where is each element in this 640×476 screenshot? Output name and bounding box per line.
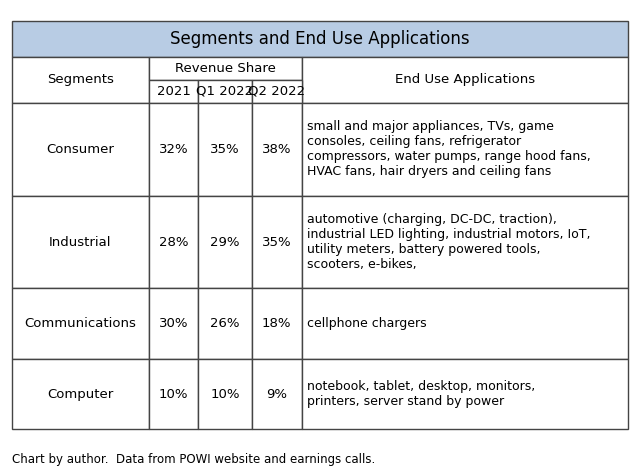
Text: automotive (charging, DC-DC, traction),
industrial LED lighting, industrial moto: automotive (charging, DC-DC, traction), … [307,213,591,271]
Text: Industrial: Industrial [49,236,111,248]
Text: small and major appliances, TVs, game
consoles, ceiling fans, refrigerator
compr: small and major appliances, TVs, game co… [307,120,591,178]
Bar [149,359,198,429]
Text: Revenue Share: Revenue Share [175,62,276,75]
Bar [302,196,628,288]
Text: Segments and End Use Applications: Segments and End Use Applications [170,30,470,48]
Bar [149,103,198,196]
Bar [198,103,252,196]
Bar [252,80,302,103]
Bar [252,359,302,429]
Bar [198,288,252,359]
Text: 18%: 18% [262,317,292,330]
Bar [252,288,302,359]
Text: Computer: Computer [47,387,113,401]
Text: 10%: 10% [210,387,240,401]
Text: 10%: 10% [159,387,189,401]
Text: Consumer: Consumer [46,143,115,156]
Text: 29%: 29% [210,236,240,248]
Text: 30%: 30% [159,317,189,330]
Text: Q1 2022: Q1 2022 [196,85,253,98]
Bar [302,57,628,103]
Text: 2021: 2021 [157,85,191,98]
Bar [252,196,302,288]
Bar [252,103,302,196]
Text: End Use Applications: End Use Applications [396,73,535,87]
Bar [198,196,252,288]
Bar [302,103,628,196]
Bar [12,359,149,429]
Bar [149,80,198,103]
Bar [198,80,252,103]
Text: 9%: 9% [266,387,287,401]
Bar [12,196,149,288]
Bar [12,103,149,196]
Text: 26%: 26% [210,317,240,330]
Text: 32%: 32% [159,143,189,156]
Bar [12,57,149,103]
Text: cellphone chargers: cellphone chargers [307,317,427,330]
Text: Communications: Communications [24,317,136,330]
Text: Q2 2022: Q2 2022 [248,85,305,98]
Text: 38%: 38% [262,143,292,156]
Bar [198,359,252,429]
Text: 28%: 28% [159,236,189,248]
Text: Segments: Segments [47,73,114,87]
Bar [149,196,198,288]
Text: notebook, tablet, desktop, monitors,
printers, server stand by power: notebook, tablet, desktop, monitors, pri… [307,380,536,408]
Bar [12,21,628,57]
Bar [149,288,198,359]
Bar [149,57,302,80]
Bar [302,288,628,359]
Bar [302,359,628,429]
Text: 35%: 35% [262,236,292,248]
Bar [12,288,149,359]
Text: 35%: 35% [210,143,240,156]
Text: Chart by author.  Data from POWI website and earnings calls.: Chart by author. Data from POWI website … [12,453,375,466]
